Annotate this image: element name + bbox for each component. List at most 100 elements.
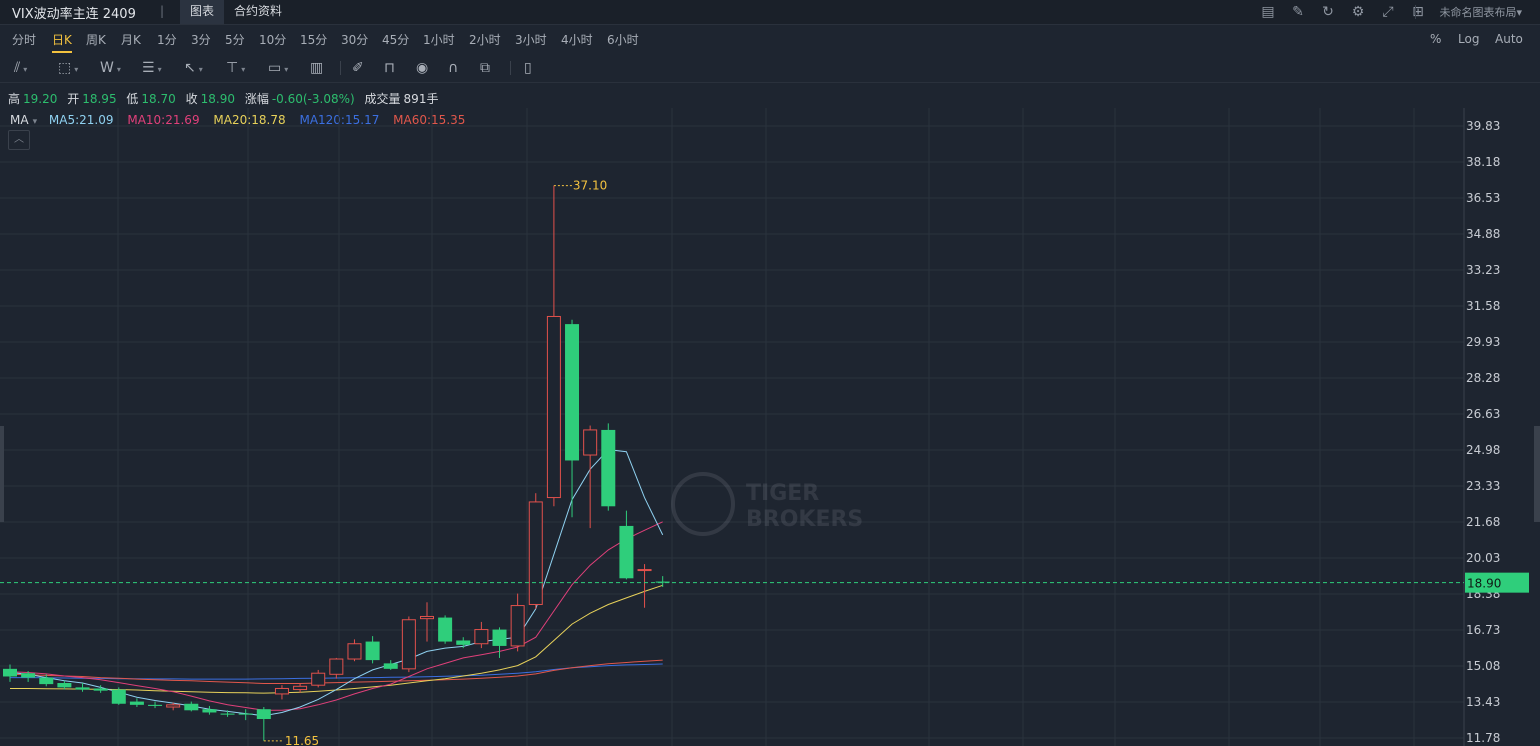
- candle-body: [3, 668, 17, 677]
- arrow-icon[interactable]: ↖ ▾: [184, 60, 203, 76]
- current-price-label: 18.90: [1467, 577, 1501, 591]
- candle-body: [57, 683, 72, 688]
- ma20-value: MA20:18.78: [213, 113, 286, 127]
- y-axis-tick-label: 36.53: [1466, 191, 1500, 205]
- tab-contract-info[interactable]: 合约资料: [234, 4, 283, 18]
- chevron-down-icon[interactable]: ▾: [32, 117, 38, 127]
- toolbar-divider: [510, 61, 511, 75]
- candle-body: [401, 619, 416, 670]
- interval-monthly[interactable]: 月K: [121, 33, 141, 47]
- refresh-icon[interactable]: ↻: [1322, 4, 1334, 20]
- right-panel-handle[interactable]: [1534, 426, 1540, 522]
- interval-6h[interactable]: 6小时: [607, 33, 639, 47]
- text-icon[interactable]: ▭ ▾: [268, 60, 289, 76]
- ma60-line: [9, 659, 663, 684]
- fib-icon[interactable]: ☰ ▾: [142, 60, 162, 76]
- y-axis-tick-label: 39.83: [1466, 119, 1500, 133]
- trendline-icon[interactable]: ⫽ ▾: [14, 60, 28, 76]
- interval-10m[interactable]: 10分: [259, 33, 287, 47]
- candle-body: [256, 709, 271, 720]
- brush-icon[interactable]: ✐: [352, 60, 364, 76]
- interval-daily[interactable]: 日K: [52, 33, 72, 53]
- candle-body: [220, 713, 235, 715]
- watermark-logo-icon: [671, 472, 735, 536]
- candle-body: [456, 640, 471, 645]
- interval-4h[interactable]: 4小时: [561, 33, 593, 47]
- top-bar: VIX波动率主连 2409 | 图表 合约资料 ▤ ✎ ↻ ⚙ ⤢ ⊞ 未命名图…: [0, 0, 1540, 25]
- wave-icon[interactable]: W ▾: [100, 60, 121, 76]
- change-label: 涨幅: [244, 92, 269, 106]
- ma-legend: MA▾ MA5:21.09 MA10:21.69 MA20:18.78 MA12…: [10, 113, 475, 127]
- high-annotation-label: 37.10: [573, 179, 607, 193]
- candle-body: [93, 688, 108, 691]
- candle-body: [129, 701, 144, 705]
- ma60-value: MA60:15.35: [393, 113, 466, 127]
- y-axis-tick-label: 20.03: [1466, 551, 1500, 565]
- chevron-up-icon[interactable]: ︿: [8, 130, 30, 150]
- fullscreen-icon[interactable]: ⤢: [1382, 4, 1394, 20]
- eye-icon[interactable]: ◉: [416, 60, 429, 76]
- candle-body: [148, 704, 163, 706]
- candle-body: [438, 617, 453, 642]
- candle-body: [311, 672, 326, 686]
- close-label: 收: [185, 92, 198, 106]
- low-value: 18.70: [141, 92, 176, 106]
- candle-body: [546, 315, 561, 499]
- header-divider: [1415, 5, 1416, 19]
- interval-2h[interactable]: 2小时: [469, 33, 501, 47]
- candle-body: [655, 581, 670, 583]
- candle-body: [528, 501, 543, 605]
- y-axis-tick-label: 28.28: [1466, 371, 1500, 385]
- scale-auto-button[interactable]: Auto: [1495, 32, 1523, 46]
- y-axis-tick-label: 31.58: [1466, 299, 1500, 313]
- left-panel-handle[interactable]: [0, 426, 4, 522]
- candlestick-chart[interactable]: 39.83 38.18 36.53 34.88 33.23 31.58 29.93 28.28…: [0, 108, 1540, 746]
- layout-selector[interactable]: 未命名图表布局▾: [1439, 6, 1522, 19]
- header-icons: ▤ ✎ ↻ ⚙ ⤢ ⊞: [1258, 2, 1428, 22]
- interval-1[interactable]: 分时: [12, 33, 37, 47]
- candle-body: [565, 324, 580, 461]
- ma-indicator-label[interactable]: MA: [10, 113, 29, 127]
- y-axis-tick-label: 34.88: [1466, 227, 1500, 241]
- indicator-icon[interactable]: ▥: [310, 60, 324, 76]
- lock-icon[interactable]: ⊓: [384, 60, 395, 76]
- candle-body: [21, 673, 36, 678]
- candle-body: [184, 703, 199, 711]
- candle-body: [293, 685, 308, 691]
- candle-body: [474, 629, 489, 645]
- interval-30m[interactable]: 30分: [341, 33, 369, 47]
- pen-icon[interactable]: ✎: [1292, 4, 1304, 20]
- watermark-text: TIGER: [746, 481, 819, 506]
- ma10-line: [9, 521, 663, 711]
- low-annotation-label: 11.65: [285, 734, 319, 746]
- interval-45m[interactable]: 45分: [382, 33, 410, 47]
- measure-icon[interactable]: ⊤ ▾: [226, 60, 246, 76]
- clone-icon[interactable]: ⧉: [480, 60, 490, 76]
- interval-1h[interactable]: 1小时: [423, 33, 455, 47]
- gear-icon[interactable]: ⚙: [1351, 4, 1365, 20]
- interval-15m[interactable]: 15分: [300, 33, 328, 47]
- candle-body: [619, 525, 634, 579]
- interval-5m[interactable]: 5分: [225, 33, 245, 47]
- chart-icon[interactable]: ▤: [1261, 4, 1275, 20]
- scale-log-button[interactable]: Log: [1458, 32, 1480, 46]
- candle-body: [238, 713, 253, 715]
- drawing-toolbar: ⫽ ▾ ⬚ ▾ W ▾ ☰ ▾ ↖ ▾ ⊤ ▾ ▭ ▾ ▥ ✐ ⊓ ◉ ∩ ⧉ ▯: [0, 54, 1540, 83]
- interval-weekly[interactable]: 周K: [86, 33, 106, 47]
- magnet-icon[interactable]: ∩: [448, 60, 459, 76]
- tab-chart[interactable]: 图表: [180, 0, 225, 24]
- y-axis-tick-label: 23.33: [1466, 479, 1500, 493]
- interval-1m[interactable]: 1分: [157, 33, 177, 47]
- y-axis-tick-label: 26.63: [1466, 407, 1500, 421]
- scale-percent-button[interactable]: %: [1430, 32, 1442, 46]
- interval-3h[interactable]: 3小时: [515, 33, 547, 47]
- y-axis-tick-label: 38.18: [1466, 155, 1500, 169]
- interval-3m[interactable]: 3分: [191, 33, 211, 47]
- y-axis-tick-label: 21.68: [1466, 515, 1500, 529]
- layout-grid-icon[interactable]: ⊞: [1412, 4, 1424, 20]
- trash-icon[interactable]: ▯: [524, 60, 532, 76]
- candle-body: [492, 629, 507, 646]
- rectangle-icon[interactable]: ⬚ ▾: [58, 60, 79, 76]
- ma5-value: MA5:21.09: [48, 113, 114, 127]
